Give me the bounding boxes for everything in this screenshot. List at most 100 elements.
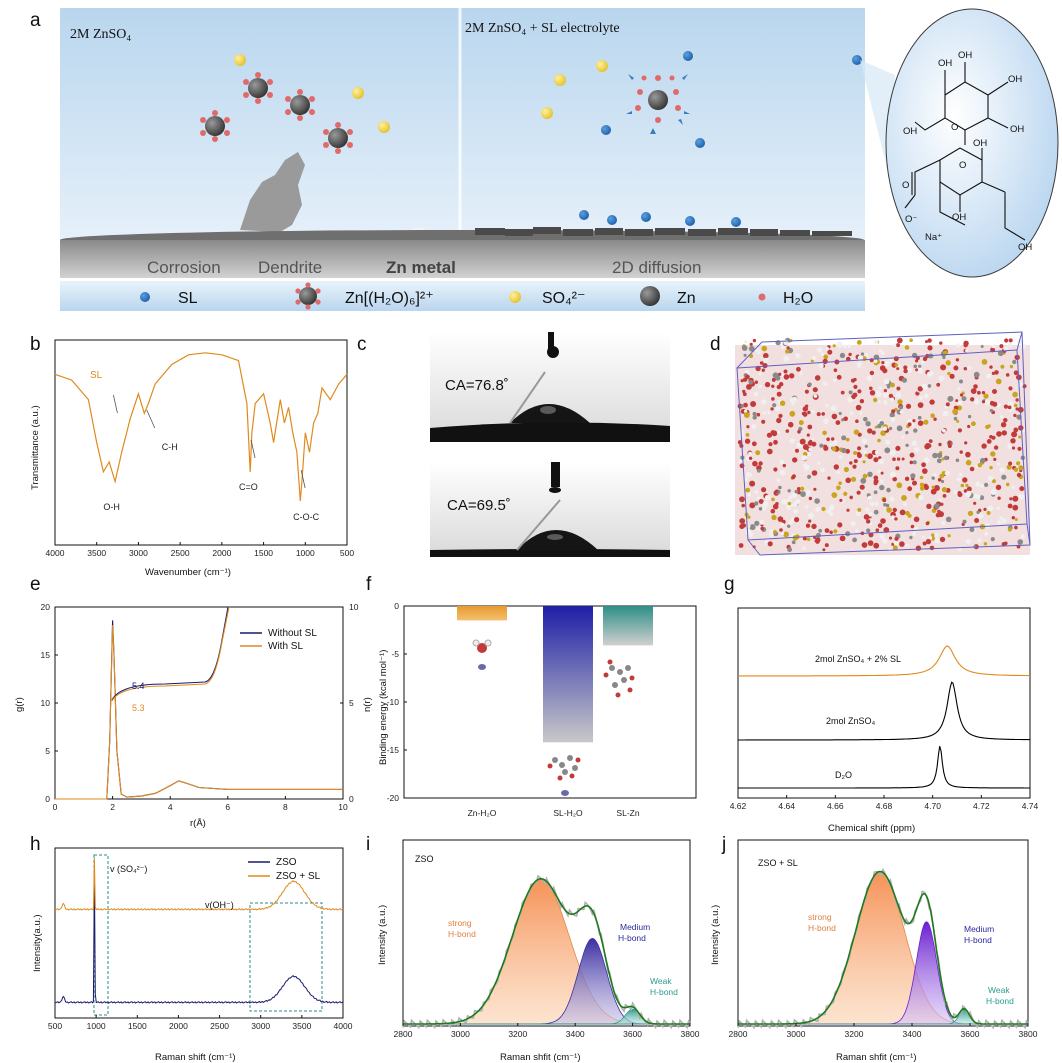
needle-tip-bottom (549, 487, 561, 493)
bar-2 (603, 606, 653, 646)
md-atom (878, 386, 882, 390)
md-atom (857, 364, 861, 368)
zinc-icon (640, 286, 660, 306)
md-atom (947, 444, 952, 448)
md-atom (873, 481, 878, 486)
md-atom (945, 402, 950, 407)
panel-a: a 2M ZnSO₄ 2M ZnSO₄ + SL electrolyte Cor… (30, 8, 1059, 311)
panel-f-y-tick-label: -5 (391, 649, 399, 659)
bar-category-label: SL-Zn (616, 808, 639, 818)
md-atom (746, 471, 752, 478)
md-atom (896, 482, 903, 489)
md-atom (782, 463, 786, 468)
md-atom (1001, 430, 1007, 436)
md-atom (990, 489, 997, 495)
md-atom (822, 548, 826, 552)
panel-label-g: g (724, 574, 735, 595)
md-atom (959, 379, 963, 384)
needle-bottom (551, 462, 560, 487)
md-atom (905, 544, 909, 548)
md-atom (1012, 504, 1019, 511)
md-atom (747, 492, 752, 497)
md-atom (812, 387, 818, 393)
md-atom (786, 504, 791, 510)
md-atom (955, 343, 960, 348)
md-atom (764, 381, 771, 388)
panel-e-ylabel-right: n(r) (362, 697, 373, 712)
md-atom (1008, 386, 1013, 391)
md-atom (1018, 493, 1025, 500)
struct-oh-6: OH (973, 138, 987, 149)
md-atom (762, 501, 769, 508)
panel-b: b SL 4000 3500 3000 2500 2000 1500 1000 500 Wav… (30, 334, 354, 578)
md-atom (983, 542, 988, 546)
md-atom (894, 407, 898, 412)
md-atom (878, 349, 883, 353)
md-atom (756, 468, 761, 473)
md-atom (995, 484, 1002, 490)
md-atom (761, 506, 766, 511)
md-atom (874, 450, 879, 455)
panel-g-x-tick-label: 4.70 (924, 801, 941, 811)
md-atom (987, 424, 991, 428)
md-atom (974, 398, 978, 403)
raman-zso-sl-line (54, 857, 344, 911)
bar-1 (543, 606, 593, 743)
md-atom (895, 445, 901, 451)
md-atom (770, 407, 774, 411)
md-atom (909, 535, 913, 540)
panel-b-frame (54, 339, 348, 546)
panel-b-ylabel: Transmittance (a.u.) (30, 405, 41, 490)
panel-label-a: a (30, 10, 41, 31)
panel-h-xlabel: Raman shift (cm⁻¹) (155, 1052, 236, 1063)
md-atom (768, 442, 773, 447)
md-atom (882, 426, 888, 431)
panel-e-x-tick-label: 10 (338, 802, 348, 812)
md-atom (1017, 446, 1022, 451)
md-atom (990, 451, 996, 457)
md-atom (761, 487, 767, 493)
md-atom (813, 394, 818, 398)
md-atom (849, 411, 854, 416)
panel-b-x-tick-label: 3500 (87, 548, 106, 558)
md-atom (923, 393, 929, 399)
md-atom (942, 428, 946, 433)
annotation-c-o-c: C-O-C (293, 512, 319, 522)
md-atom (802, 444, 809, 450)
md-atom (867, 495, 872, 501)
md-atom (927, 345, 933, 351)
md-atom (901, 435, 905, 439)
struct-na: Na⁺ (925, 232, 942, 243)
md-atom (981, 359, 988, 365)
md-atom (1000, 415, 1004, 419)
md-atom (909, 452, 915, 458)
md-atom (791, 475, 796, 480)
md-atom (931, 533, 935, 537)
panel-label-h: h (30, 834, 41, 855)
md-atom (814, 375, 821, 381)
md-atom (1018, 435, 1022, 439)
zn-h2o-molecule-image (472, 639, 492, 670)
panel-i-x-tick-label: 3000 (451, 1029, 470, 1039)
md-atom (877, 523, 883, 528)
md-atom (941, 457, 945, 461)
md-atom (957, 428, 963, 433)
md-atom (835, 420, 841, 425)
md-atom (912, 532, 916, 536)
md-atom (877, 438, 881, 443)
md-atom (861, 438, 867, 444)
md-atom (856, 340, 862, 345)
md-atom (821, 412, 825, 416)
panel-g-x-tick-label: 4.68 (876, 801, 893, 811)
md-atom (896, 367, 900, 371)
md-atom (1010, 438, 1016, 444)
md-atom (764, 494, 771, 501)
md-atom (996, 506, 1000, 510)
md-atom (831, 446, 837, 452)
panel-i-ylabel: Intensity (a.u.) (377, 905, 388, 965)
md-atom (994, 370, 999, 375)
md-atom (963, 367, 967, 371)
panel-g-x-tick-label: 4.74 (1022, 801, 1039, 811)
panel-h-x-tick-label: 1000 (87, 1021, 106, 1031)
